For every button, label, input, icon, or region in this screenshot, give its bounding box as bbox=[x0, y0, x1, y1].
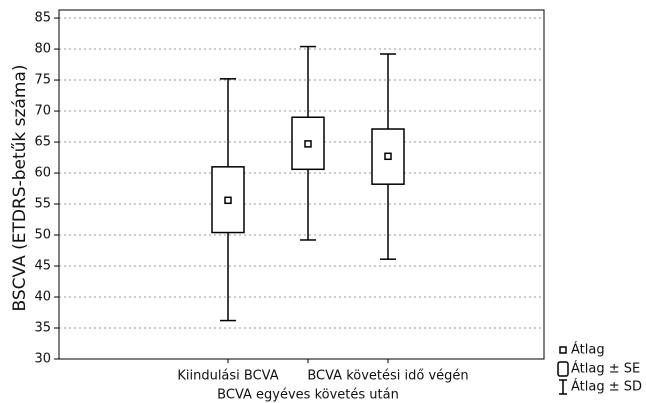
y-tick-label: 50 bbox=[34, 228, 51, 243]
y-tick-label: 75 bbox=[34, 73, 51, 88]
y-axis-label: BSCVA (ETDRS-betűk száma) bbox=[10, 65, 30, 312]
y-tick-label: 70 bbox=[34, 104, 51, 119]
legend-se-icon bbox=[557, 361, 569, 377]
y-tick-label: 55 bbox=[34, 197, 51, 212]
y-tick-label: 60 bbox=[34, 166, 51, 181]
mean-marker bbox=[224, 196, 232, 205]
plot-frame bbox=[58, 9, 545, 360]
y-tick-label: 30 bbox=[34, 352, 51, 367]
x-tick-label: Kiindulási BCVA bbox=[177, 369, 278, 384]
y-tick-label: 45 bbox=[34, 259, 51, 274]
y-tick-label: 80 bbox=[34, 42, 51, 57]
y-tick-label: 35 bbox=[34, 321, 51, 336]
legend-label: Átlag bbox=[571, 342, 605, 358]
legend-label: Átlag ± SE bbox=[571, 361, 640, 377]
y-tick-label: 85 bbox=[34, 11, 51, 26]
legend-mean-icon bbox=[559, 346, 567, 354]
mean-marker bbox=[384, 152, 392, 161]
legend-label: Átlag ± SD bbox=[571, 379, 642, 395]
y-tick-label: 40 bbox=[34, 290, 51, 305]
x-tick-label: BCVA követési idő végén bbox=[307, 369, 468, 384]
y-tick-label: 65 bbox=[34, 135, 51, 150]
x-tick-label: BCVA egyéves követés után bbox=[217, 388, 399, 403]
mean-marker bbox=[304, 140, 312, 148]
